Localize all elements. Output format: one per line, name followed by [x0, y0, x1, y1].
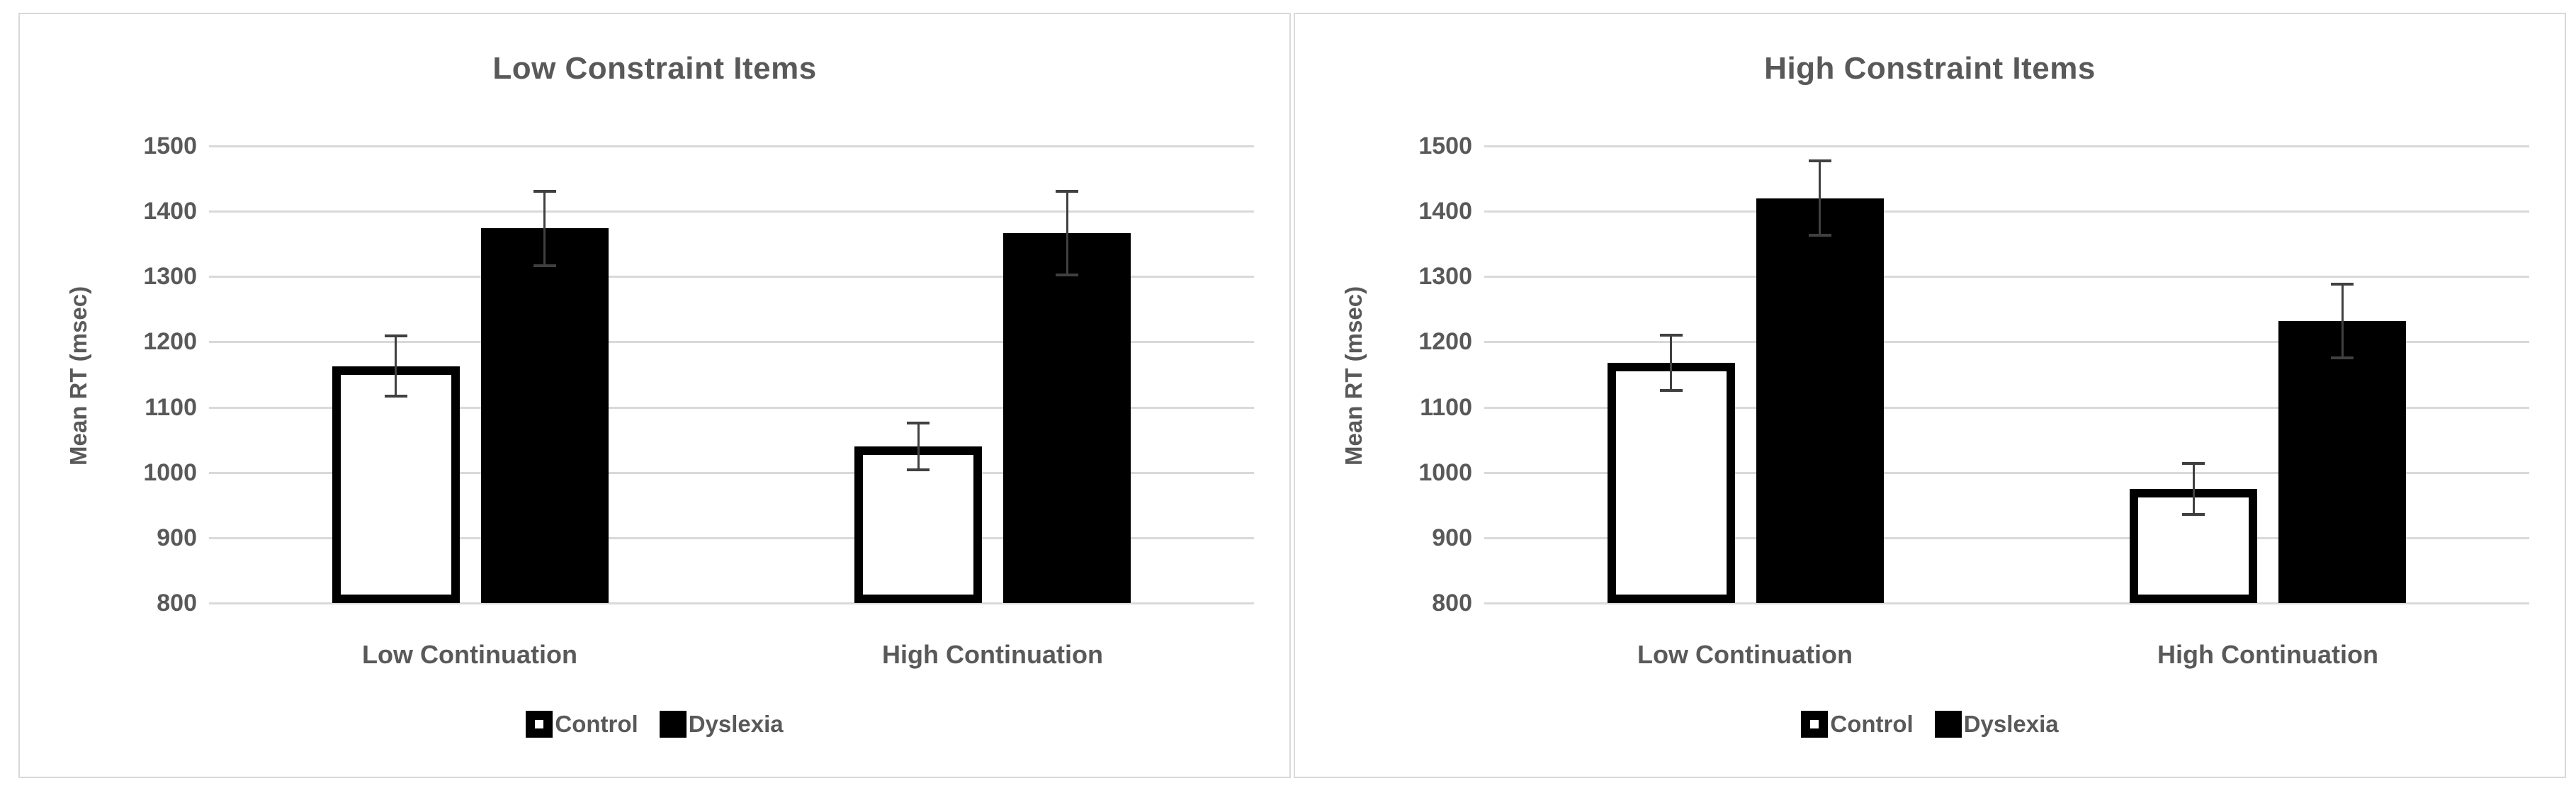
chart-panel-high-constraint: High Constraint Items Mean RT (msec) Low…	[1294, 13, 2566, 778]
y-axis-title: Mean RT (msec)	[1340, 286, 1367, 466]
y-tick-label: 900	[1432, 524, 1472, 551]
legend-item-dyslexia: Dyslexia	[1934, 711, 2059, 738]
gridline	[209, 406, 1254, 409]
x-category-label: High Continuation	[2157, 640, 2378, 669]
dyslexia-legend-swatch-icon	[1934, 711, 1962, 738]
plot-area	[1484, 145, 2529, 604]
error-bar-cap	[384, 334, 407, 338]
y-tick-label: 1400	[143, 198, 197, 225]
y-axis-title: Mean RT (msec)	[65, 286, 91, 466]
gridline	[1484, 276, 2529, 278]
gridline	[1484, 602, 2529, 604]
y-tick-label: 1200	[143, 328, 197, 356]
y-tick-label: 800	[1432, 590, 1472, 617]
error-bar-cap	[1056, 273, 1079, 276]
y-tick-label: 1500	[1418, 133, 1472, 159]
error-bar	[1066, 191, 1068, 275]
legend-item-dyslexia: Dyslexia	[659, 711, 784, 738]
gridline	[1484, 406, 2529, 409]
gridline	[1484, 341, 2529, 344]
y-tick-label: 1500	[143, 133, 197, 159]
error-bar-cap	[2182, 461, 2205, 465]
control-legend-swatch-icon	[1801, 711, 1829, 738]
plot-area	[209, 145, 1254, 604]
error-bar-cap	[1808, 159, 1831, 163]
error-bar	[917, 422, 920, 470]
error-bar	[1670, 335, 1673, 390]
control-legend-swatch-icon	[526, 711, 553, 738]
error-bar-cap	[1659, 334, 1683, 337]
y-tick-label: 1300	[1418, 263, 1472, 291]
gridline	[209, 210, 1254, 213]
error-bar	[2341, 284, 2344, 358]
bar-dyslexia-high-continuation	[1003, 232, 1131, 603]
y-tick-label: 1000	[1418, 458, 1472, 486]
chart-title: Low Constraint Items	[492, 51, 817, 86]
error-bar-cap	[1056, 189, 1079, 193]
chart-panel-low-constraint: Low Constraint Items Mean RT (msec) Low …	[18, 13, 1291, 778]
error-bar-cap	[533, 189, 556, 193]
y-tick-label: 900	[157, 524, 197, 551]
gridline	[209, 602, 1254, 604]
gridline	[1484, 536, 2529, 539]
legend-item-control: Control	[526, 711, 638, 738]
error-bar-cap	[2331, 283, 2354, 286]
legend: Control Dyslexia	[1295, 711, 2565, 738]
x-category-label: Low Continuation	[1637, 640, 1853, 669]
error-bar	[2192, 463, 2195, 514]
y-tick-label: 1100	[145, 393, 197, 421]
error-bar-cap	[533, 264, 556, 267]
gridline	[209, 471, 1254, 474]
legend-item-control: Control	[1801, 711, 1914, 738]
error-bar-cap	[2182, 512, 2205, 516]
y-tick-label: 1300	[143, 263, 197, 291]
bar-control-low-continuation	[332, 366, 460, 603]
x-category-label: High Continuation	[882, 640, 1103, 669]
y-tick-label: 1200	[1418, 328, 1472, 356]
error-bar-cap	[384, 394, 407, 398]
y-tick-label: 1000	[143, 458, 197, 486]
y-tick-label: 1100	[1420, 393, 1472, 421]
bar-control-low-continuation	[1607, 362, 1735, 603]
y-tick-label: 800	[157, 590, 197, 617]
bar-dyslexia-low-continuation	[1756, 198, 1884, 603]
error-bar-cap	[1659, 388, 1683, 392]
legend-label: Dyslexia	[688, 711, 784, 737]
legend-label: Control	[1830, 711, 1914, 737]
x-category-label: Low Continuation	[362, 640, 577, 669]
error-bar-cap	[907, 468, 930, 472]
gridline	[209, 536, 1254, 539]
error-bar-cap	[2331, 356, 2354, 359]
error-bar	[1819, 161, 1821, 236]
y-tick-label: 1400	[1418, 198, 1472, 225]
legend-label: Dyslexia	[1963, 711, 2059, 737]
gridline	[209, 145, 1254, 147]
error-bar	[395, 336, 397, 396]
dyslexia-legend-swatch-icon	[659, 711, 687, 738]
gridline	[209, 276, 1254, 278]
legend-label: Control	[555, 711, 638, 737]
gridline	[1484, 471, 2529, 474]
gridline	[1484, 145, 2529, 147]
gridline	[1484, 210, 2529, 213]
error-bar	[543, 191, 546, 266]
error-bar-cap	[1808, 234, 1831, 237]
legend: Control Dyslexia	[20, 711, 1289, 738]
error-bar-cap	[907, 421, 930, 424]
gridline	[209, 341, 1254, 344]
bar-dyslexia-high-continuation	[2278, 320, 2407, 603]
chart-title: High Constraint Items	[1764, 51, 2096, 86]
bar-dyslexia-low-continuation	[480, 228, 609, 603]
